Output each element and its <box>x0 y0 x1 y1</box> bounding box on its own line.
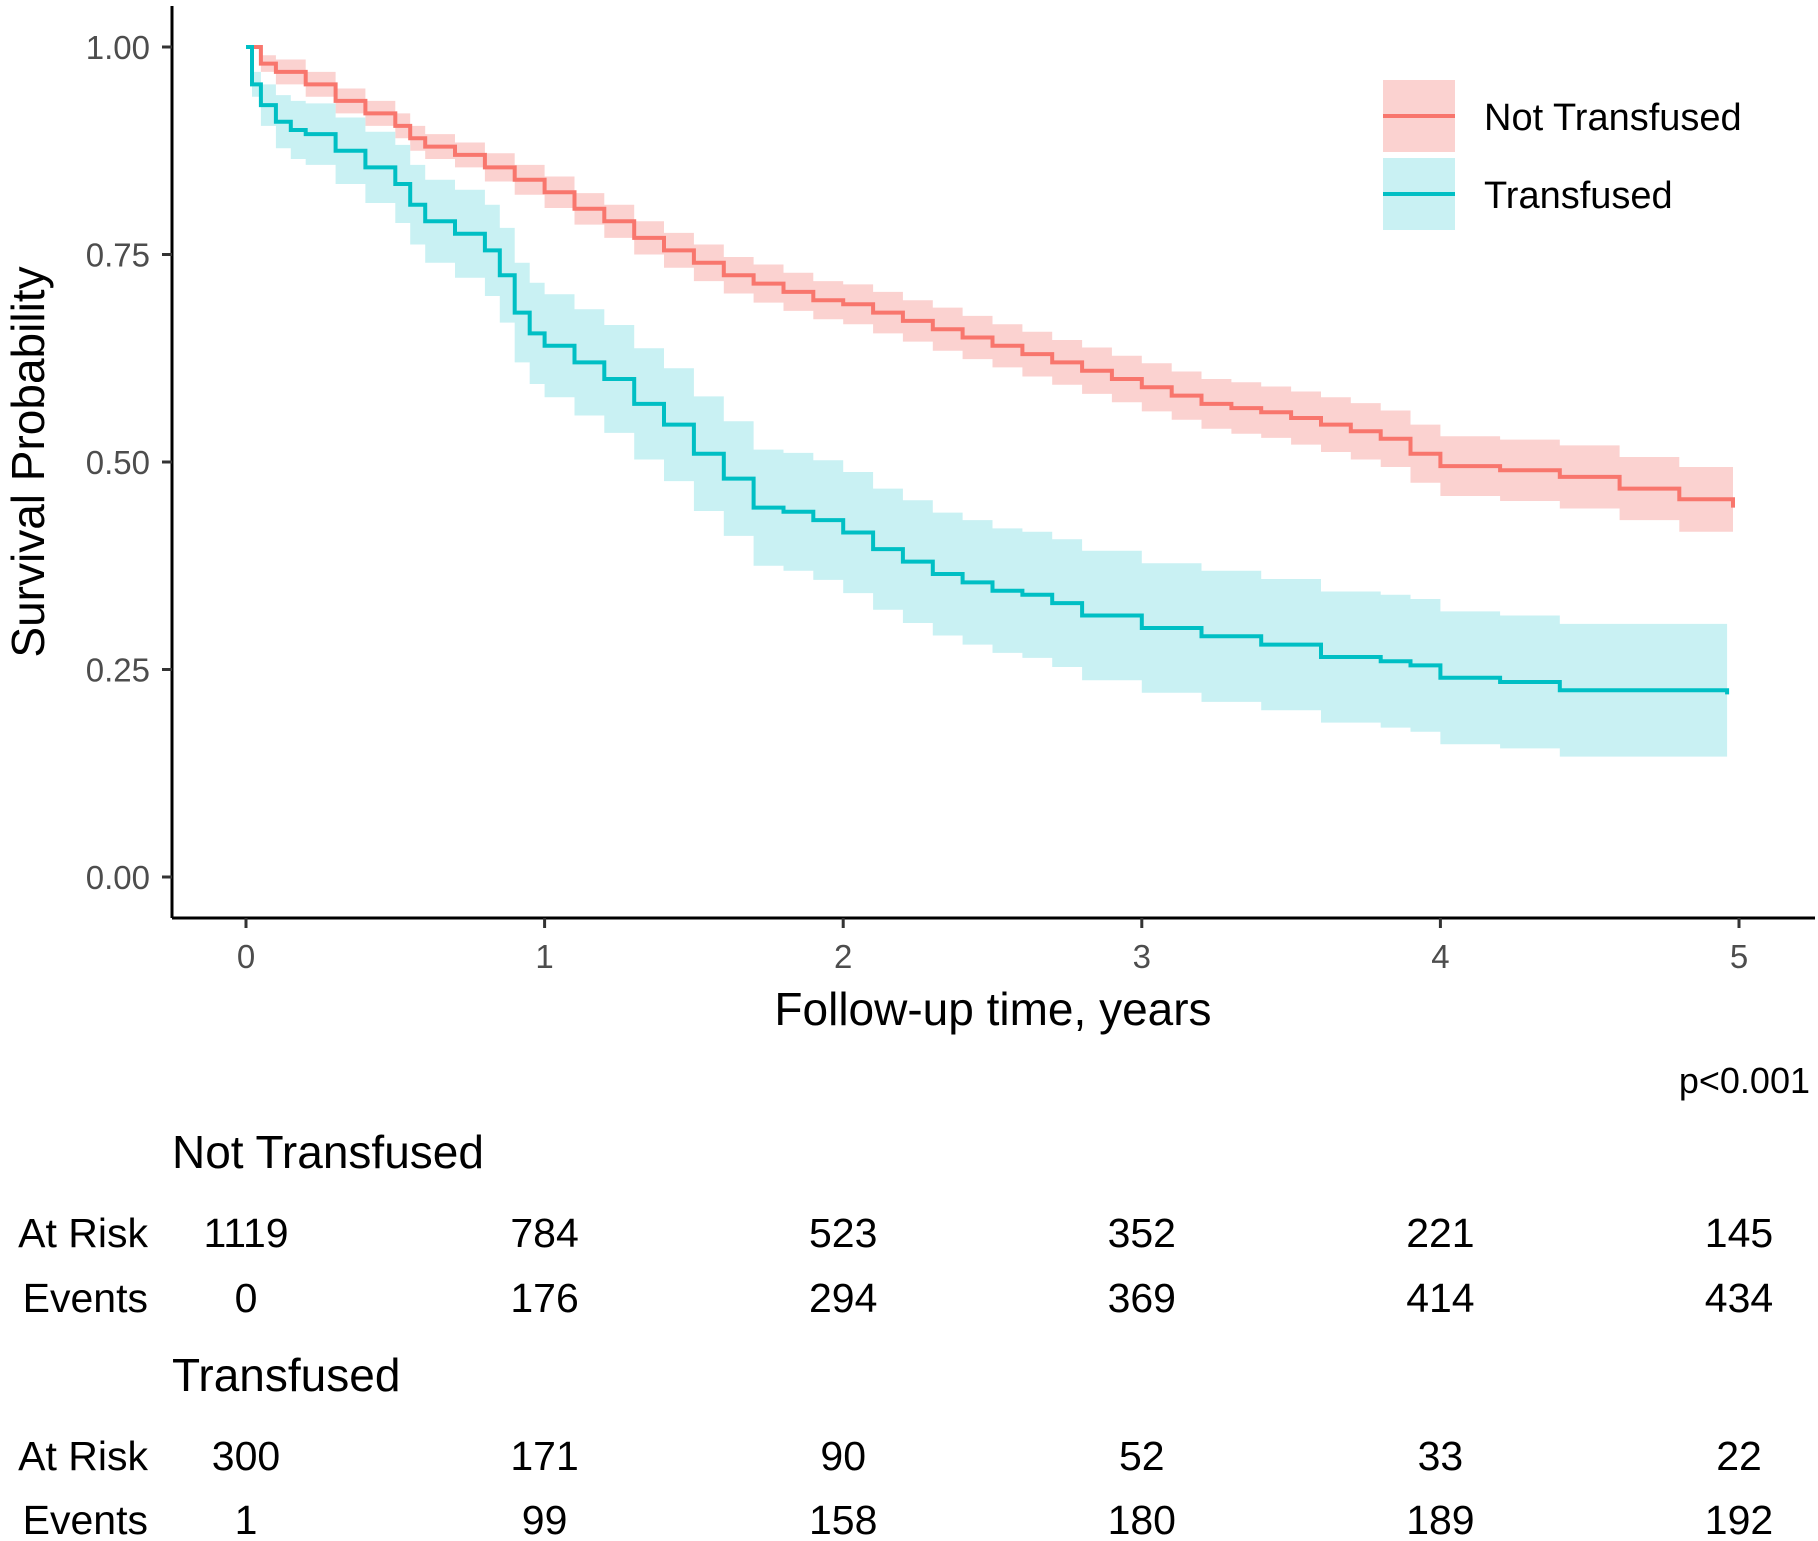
x-tick-label: 0 <box>237 938 255 975</box>
risk-table-cell: 369 <box>1108 1275 1176 1321</box>
x-tick-label: 5 <box>1730 938 1748 975</box>
survival-curves <box>246 45 1735 695</box>
confidence-band-not-transfused <box>246 47 1733 541</box>
risk-table-title-transfused: Transfused <box>172 1349 400 1401</box>
risk-table-cell: 1 <box>235 1497 258 1541</box>
legend-label-transfused: Transfused <box>1484 175 1673 217</box>
risk-table-cell: 171 <box>510 1433 578 1479</box>
legend: Not Transfused Transfused <box>1383 80 1742 230</box>
survival-curve-transfused <box>246 45 1730 695</box>
y-tick-label: 0.50 <box>86 444 150 481</box>
row-label-events-not-transfused: Events <box>23 1275 148 1321</box>
survival-curve-not-transfused <box>246 45 1735 508</box>
x-axis-ticks: 0 1 2 3 4 5 <box>237 918 1748 975</box>
risk-table-cell: 0 <box>235 1275 258 1321</box>
y-axis-ticks: 0.00 0.25 0.50 0.75 1.00 <box>86 29 172 896</box>
legend-label-not-transfused: Not Transfused <box>1484 97 1742 139</box>
row-label-at-risk-transfused: At Risk <box>18 1433 148 1479</box>
y-tick-label: 0.00 <box>86 859 150 896</box>
risk-table-cell: 784 <box>510 1210 578 1256</box>
y-axis-title: Survival Probability <box>2 266 54 657</box>
x-tick-label: 2 <box>834 938 852 975</box>
risk-table-cell: 180 <box>1108 1497 1176 1541</box>
x-tick-label: 1 <box>535 938 553 975</box>
risk-table-cell: 99 <box>522 1497 568 1541</box>
y-tick-label: 1.00 <box>86 29 150 66</box>
survival-plot-panel: 0.00 0.25 0.50 0.75 1.00 0 1 2 3 4 5 Survival Pro… <box>2 6 1815 1101</box>
risk-table-cell: 158 <box>809 1497 877 1541</box>
risk-table-cell: 52 <box>1119 1433 1165 1479</box>
row-label-at-risk-not-transfused: At Risk <box>18 1210 148 1256</box>
risk-table-cell: 145 <box>1705 1210 1773 1256</box>
risk-table-cell: 33 <box>1418 1433 1464 1479</box>
y-tick-label: 0.75 <box>86 237 150 274</box>
x-tick-label: 4 <box>1431 938 1449 975</box>
risk-table-cell: 294 <box>809 1275 877 1321</box>
risk-table-cell: 300 <box>212 1433 280 1479</box>
risk-table-cell: 221 <box>1406 1210 1474 1256</box>
risk-table-cell: 352 <box>1108 1210 1176 1256</box>
risk-table: Not Transfused At Risk Events Transfused… <box>18 1126 1773 1541</box>
risk-table-cell: 90 <box>820 1433 866 1479</box>
risk-table-cell: 192 <box>1705 1497 1773 1541</box>
risk-table-cell: 189 <box>1406 1497 1474 1541</box>
x-tick-label: 3 <box>1133 938 1151 975</box>
risk-table-cell: 414 <box>1406 1275 1474 1321</box>
risk-table-cell: 22 <box>1716 1433 1762 1479</box>
risk-table-cell: 523 <box>809 1210 877 1256</box>
risk-table-title-not-transfused: Not Transfused <box>172 1126 484 1178</box>
row-label-events-transfused: Events <box>23 1497 148 1541</box>
risk-table-cell: 176 <box>510 1275 578 1321</box>
y-tick-label: 0.25 <box>86 652 150 689</box>
x-axis-title: Follow-up time, years <box>774 983 1211 1035</box>
p-value: p<0.001 <box>1679 1060 1810 1101</box>
risk-table-cell: 1119 <box>203 1210 288 1256</box>
risk-table-cell: 434 <box>1705 1275 1773 1321</box>
